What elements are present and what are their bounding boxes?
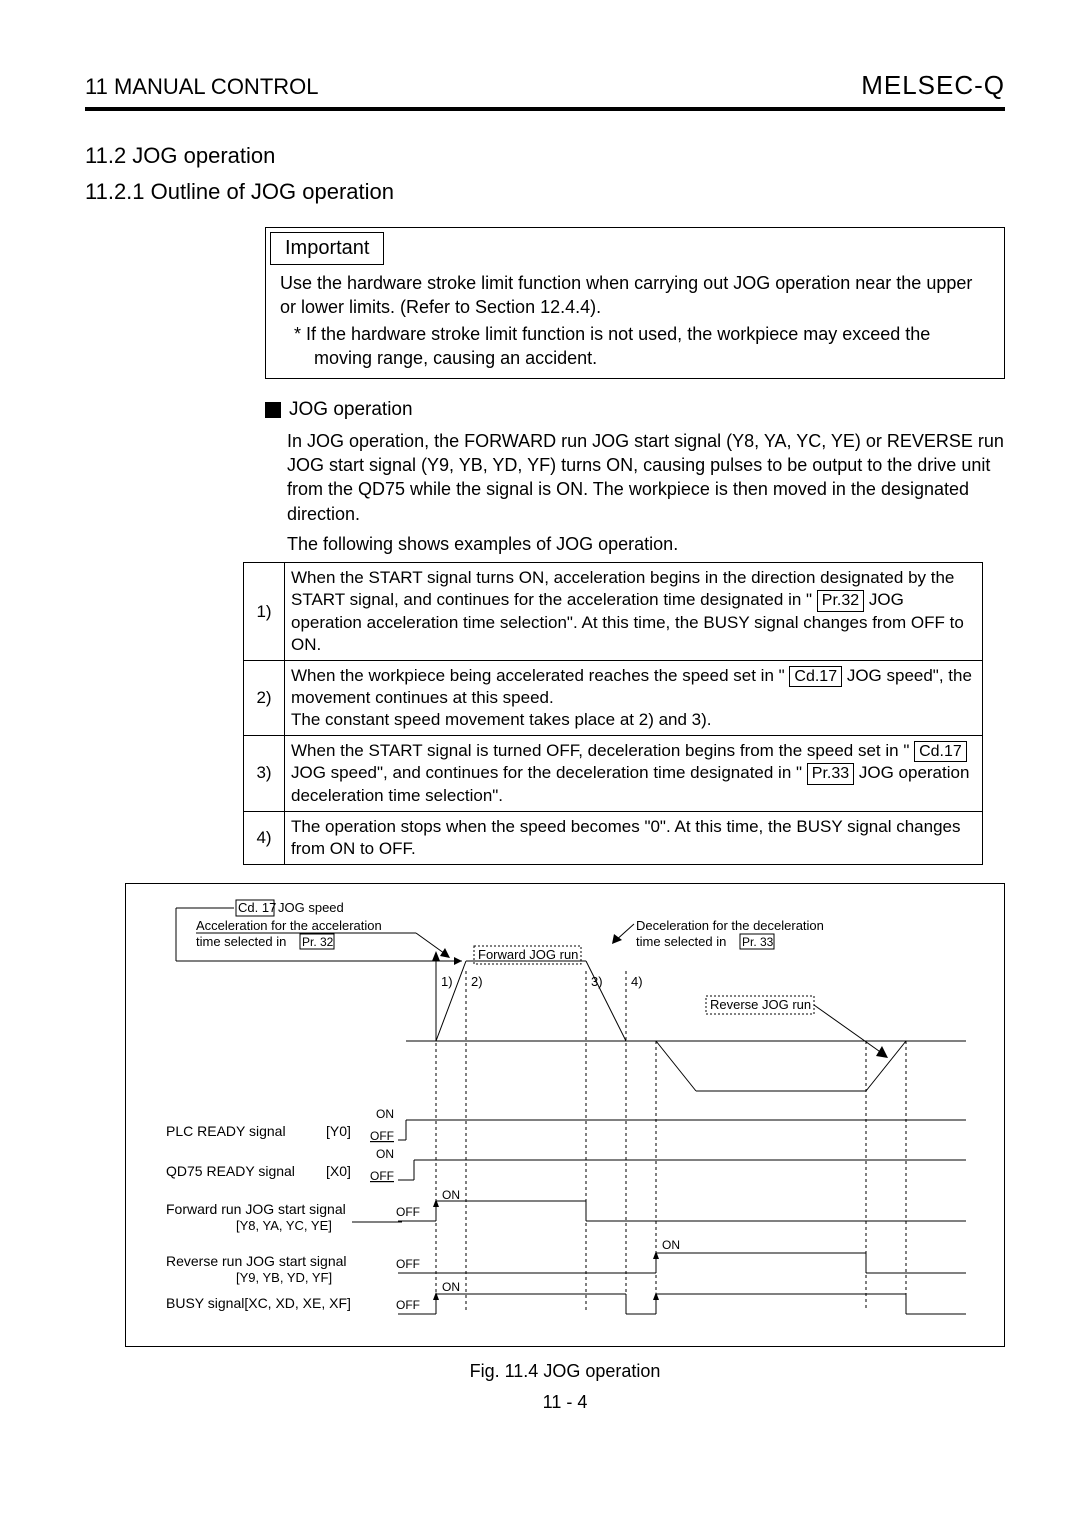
important-box: Important Use the hardware stroke limit … (265, 227, 1005, 379)
svg-text:[Y0]: [Y0] (326, 1123, 351, 1139)
table-row: 1) When the START signal turns ON, accel… (244, 563, 983, 660)
svg-text:Acceleration for the accelerat: Acceleration for the acceleration (196, 918, 382, 933)
param-cd17-b: Cd.17 (914, 741, 967, 762)
svg-text:Forward JOG run: Forward JOG run (478, 947, 578, 962)
step-4-text: The operation stops when the speed becom… (285, 811, 983, 864)
figure-11-4: Cd. 17 JOG speed Acceleration for the ac… (125, 883, 1005, 1413)
svg-text:OFF: OFF (396, 1257, 420, 1271)
svg-text:2): 2) (471, 974, 483, 989)
svg-text:ON: ON (442, 1280, 460, 1294)
header-rule (85, 107, 1005, 111)
svg-text:JOG speed: JOG speed (278, 900, 344, 915)
svg-text:OFF: OFF (396, 1205, 420, 1219)
step-2-text: When the workpiece being accelerated rea… (285, 660, 983, 735)
svg-text:ON: ON (662, 1238, 680, 1252)
figure-caption: Fig. 11.4 JOG operation (125, 1361, 1005, 1382)
table-row: 3) When the START signal is turned OFF, … (244, 736, 983, 811)
svg-text:time selected in: time selected in (196, 934, 286, 949)
svg-text:ON: ON (376, 1147, 394, 1161)
section-11-2-1: 11.2.1 Outline of JOG operation (85, 179, 1005, 205)
param-pr32: Pr.32 (817, 590, 864, 611)
jog-op-para1: In JOG operation, the FORWARD run JOG st… (287, 429, 1005, 526)
svg-text:OFF: OFF (370, 1129, 394, 1143)
svg-text:QD75 READY signal: QD75 READY signal (166, 1163, 295, 1179)
step-4-num: 4) (244, 811, 285, 864)
step-1-text: When the START signal turns ON, accelera… (285, 563, 983, 660)
param-cd17: Cd.17 (789, 666, 842, 687)
table-row: 4) The operation stops when the speed be… (244, 811, 983, 864)
svg-text:Reverse run JOG start signal: Reverse run JOG start signal (166, 1253, 347, 1269)
svg-text:Reverse JOG run: Reverse JOG run (710, 997, 811, 1012)
step-2-num: 2) (244, 660, 285, 735)
svg-text:Pr. 33: Pr. 33 (742, 935, 774, 949)
svg-text:ON: ON (376, 1107, 394, 1121)
steps-table: 1) When the START signal turns ON, accel… (243, 562, 983, 865)
svg-text:OFF: OFF (396, 1298, 420, 1312)
bullet-icon (265, 402, 281, 418)
svg-text:OFF: OFF (370, 1169, 394, 1183)
svg-text:3): 3) (591, 974, 603, 989)
svg-text:[Y9, YB, YD, YF]: [Y9, YB, YD, YF] (236, 1270, 332, 1285)
brand-label: MELSEC-Q (861, 70, 1005, 101)
step-3-num: 3) (244, 736, 285, 811)
svg-text:Forward run JOG start signal: Forward run JOG start signal (166, 1201, 346, 1217)
param-pr33: Pr.33 (807, 763, 854, 784)
jog-op-para2: The following shows examples of JOG oper… (287, 532, 1005, 556)
svg-text:Cd. 17: Cd. 17 (238, 900, 276, 915)
svg-text:Deceleration for the decelerat: Deceleration for the deceleration (636, 918, 824, 933)
chapter-title: 11 MANUAL CONTROL (85, 74, 319, 100)
svg-text:1): 1) (441, 974, 453, 989)
svg-text:[Y8, YA, YC, YE]: [Y8, YA, YC, YE] (236, 1218, 332, 1233)
jog-op-title: JOG operation (289, 397, 413, 423)
svg-text:[X0]: [X0] (326, 1163, 351, 1179)
page-number: 11 - 4 (125, 1392, 1005, 1413)
section-11-2: 11.2 JOG operation (85, 143, 1005, 169)
step-1-num: 1) (244, 563, 285, 660)
step-3-text: When the START signal is turned OFF, dec… (285, 736, 983, 811)
svg-text:BUSY signal[XC, XD, XE, XF]: BUSY signal[XC, XD, XE, XF] (166, 1295, 351, 1311)
svg-text:ON: ON (442, 1188, 460, 1202)
svg-text:Pr. 32: Pr. 32 (302, 935, 334, 949)
important-label: Important (270, 232, 384, 265)
important-text-2: * If the hardware stroke limit function … (280, 322, 990, 371)
table-row: 2) When the workpiece being accelerated … (244, 660, 983, 735)
svg-text:4): 4) (631, 974, 643, 989)
important-text-1: Use the hardware stroke limit function w… (280, 271, 990, 320)
svg-text:time selected in: time selected in (636, 934, 726, 949)
svg-text:PLC READY signal: PLC READY signal (166, 1123, 286, 1139)
